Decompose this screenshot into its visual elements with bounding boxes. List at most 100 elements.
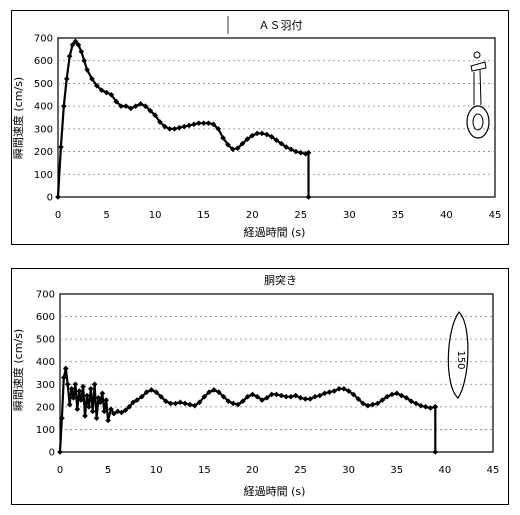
data-point [305, 194, 312, 200]
data-point [95, 395, 102, 401]
data-point [113, 98, 120, 105]
data-point [130, 399, 136, 406]
data-point [91, 381, 98, 388]
data-point [321, 390, 328, 397]
data-point [80, 383, 86, 390]
data-point [66, 401, 73, 408]
y-tick-label: 600 [36, 312, 55, 323]
data-point [278, 392, 285, 399]
x-tick-label: 0 [55, 210, 61, 221]
data-point [118, 103, 124, 109]
data-point [84, 67, 90, 73]
data-point [68, 386, 75, 392]
data-point [288, 146, 294, 153]
data-point [163, 398, 169, 405]
y-tick-label: 700 [34, 34, 53, 45]
data-point [215, 389, 222, 395]
data-point [101, 408, 108, 415]
data-point [82, 413, 88, 419]
data-point [138, 393, 145, 400]
data-point [196, 120, 202, 126]
data-point [422, 404, 429, 410]
x-tick-label: 15 [197, 210, 210, 221]
data-point [239, 140, 246, 147]
data-point [78, 397, 84, 403]
data-point [254, 130, 260, 137]
data-point [418, 402, 424, 409]
data-point [152, 112, 158, 119]
data-point [132, 103, 139, 109]
data-point [273, 137, 280, 144]
x-tick-label: 40 [439, 465, 452, 476]
data-point [99, 390, 106, 397]
data-point [240, 398, 246, 405]
data-point [157, 119, 163, 125]
data-point [134, 397, 140, 403]
x-tick-label: 10 [149, 210, 162, 221]
data-point [293, 148, 299, 155]
chart-2: 0 100 200 300 400 500 600 700 0 5 10 15 20 25 30 35 40 45… [11, 273, 499, 498]
data-point [259, 130, 265, 137]
data-point [220, 135, 226, 141]
data-point [103, 397, 109, 403]
data-point [177, 399, 184, 406]
data-point [61, 374, 67, 381]
data-point [176, 124, 183, 131]
data-point [166, 126, 173, 132]
peg-icon [466, 51, 490, 139]
data-point [182, 400, 188, 407]
y-tick-label: 500 [36, 335, 55, 346]
x-tick-label: 40 [440, 210, 453, 221]
data-point [393, 390, 400, 397]
data-point [331, 388, 338, 394]
data-point [403, 395, 410, 401]
data-point [244, 136, 251, 142]
x-axis-label: 経過時間 (s) [244, 485, 306, 498]
data-point [384, 393, 390, 400]
plot-area [59, 293, 494, 453]
chart-title: 胴突き [264, 273, 297, 287]
x-tick-label: 45 [489, 210, 502, 221]
data-point [137, 101, 144, 107]
data-point [181, 123, 188, 130]
data-point [191, 121, 197, 128]
y-tick-label: 100 [34, 170, 53, 181]
data-point [302, 396, 309, 402]
data-point [374, 400, 381, 407]
data-point [57, 449, 63, 455]
data-point [288, 393, 294, 400]
data-point [87, 386, 94, 392]
data-point [317, 392, 323, 399]
data-point [369, 401, 376, 408]
x-tick-label: 25 [294, 210, 307, 221]
data-point [427, 405, 434, 411]
data-point [292, 392, 299, 399]
data-point [111, 410, 117, 417]
y-tick-label: 0 [47, 193, 53, 204]
data-point [205, 120, 212, 126]
y-tick-label: 400 [36, 357, 55, 368]
data-point [211, 387, 217, 393]
data-point [72, 38, 79, 45]
data-point [74, 406, 81, 412]
data-point [312, 393, 318, 400]
data-point [171, 126, 178, 132]
data-point [249, 391, 256, 398]
y-tick-label: 200 [36, 402, 55, 413]
data-point [268, 391, 275, 398]
y-tick-label: 100 [36, 425, 55, 436]
data-point [220, 393, 227, 400]
x-tick-label: 10 [150, 465, 163, 476]
data-point [58, 144, 64, 150]
data-point [413, 400, 419, 407]
data-point [408, 398, 415, 405]
data-point [210, 121, 217, 128]
chart-1: 0 100 200 300 400 500 600 700 0 5 10 15 20 25 30 35 40 45… [11, 16, 501, 239]
data-point [196, 399, 203, 406]
x-axis-label: 経過時間 (s) [244, 226, 306, 239]
data-point [186, 122, 192, 129]
x-tick-label: 35 [390, 465, 403, 476]
data-point [264, 395, 270, 401]
data-point [432, 449, 439, 455]
